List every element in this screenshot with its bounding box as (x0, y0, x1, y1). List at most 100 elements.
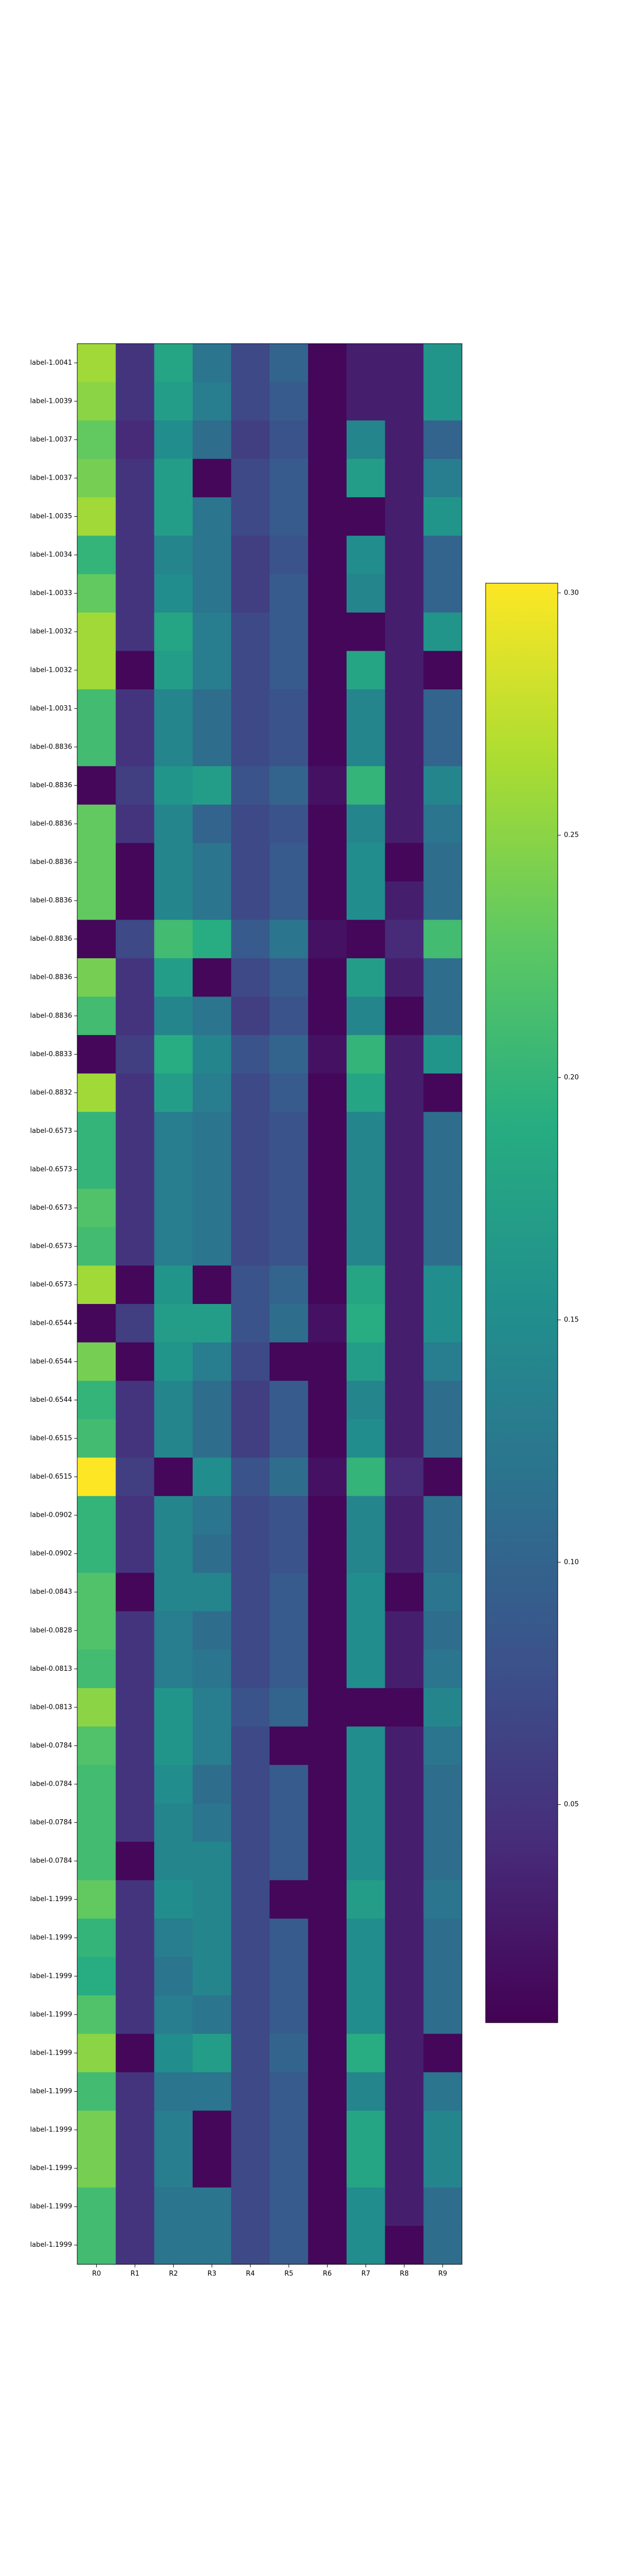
heatmap-cell (115, 1073, 154, 1112)
heatmap-cell (346, 1073, 386, 1112)
heatmap-cell (154, 612, 193, 652)
heatmap-cell (115, 1496, 154, 1535)
heatmap-cell (308, 1035, 347, 1074)
heatmap-cell (154, 1496, 193, 1535)
heatmap-cell (115, 497, 154, 536)
heatmap-cell (423, 1150, 462, 1189)
heatmap-cell (231, 843, 270, 882)
heatmap-cell (308, 2187, 347, 2227)
heatmap-cell (269, 1496, 308, 1535)
heatmap-cell (154, 2072, 193, 2111)
y-tick-label: label-0.8836 (30, 974, 72, 981)
heatmap-cell (346, 344, 386, 383)
heatmap-cell (423, 1265, 462, 1304)
heatmap-cell (308, 1995, 347, 2035)
heatmap-cell (385, 881, 424, 920)
heatmap-cell (308, 1227, 347, 1266)
x-tick-label: R8 (400, 2270, 408, 2278)
heatmap-cell (269, 1650, 308, 1689)
heatmap-cell (77, 1496, 116, 1535)
heatmap-cell (115, 1227, 154, 1266)
heatmap-cell (231, 1381, 270, 1420)
y-tick-label: label-0.0813 (30, 1665, 72, 1673)
heatmap-cell (115, 612, 154, 652)
heatmap-cell (115, 1726, 154, 1766)
heatmap-cell (269, 1381, 308, 1420)
heatmap-cell (423, 1342, 462, 1381)
heatmap-cell (385, 1265, 424, 1304)
heatmap-cell (385, 420, 424, 460)
heatmap-cell (308, 1458, 347, 1497)
heatmap-cell (115, 1381, 154, 1420)
heatmap-cell (231, 1112, 270, 1151)
heatmap-cell (269, 574, 308, 613)
x-tick-label: R6 (323, 2270, 332, 2278)
heatmap-cell (193, 1265, 232, 1304)
heatmap-cell (269, 1957, 308, 1996)
heatmap-cell (77, 1803, 116, 1842)
heatmap-cell (346, 766, 386, 805)
heatmap-cell (154, 2149, 193, 2188)
heatmap-cell (308, 2149, 347, 2188)
heatmap-cell (346, 2033, 386, 2073)
heatmap-cell (346, 1496, 386, 1535)
heatmap-cell (423, 1419, 462, 1458)
heatmap-cell (77, 881, 116, 920)
heatmap-cell (231, 612, 270, 652)
heatmap-cell (231, 727, 270, 767)
heatmap-cell (115, 1995, 154, 2035)
y-tick-label: label-0.0784 (30, 1857, 72, 1865)
heatmap-cell (154, 1765, 193, 1804)
heatmap-cell (269, 459, 308, 498)
heatmap-cell (154, 574, 193, 613)
heatmap-cell (193, 1611, 232, 1650)
heatmap-cell (308, 2072, 347, 2111)
y-tick-label: label-1.0032 (30, 628, 72, 636)
heatmap-cell (77, 382, 116, 421)
heatmap-cell (115, 689, 154, 728)
heatmap-cell (154, 1227, 193, 1266)
heatmap-cell (231, 1035, 270, 1074)
heatmap-cell (423, 1803, 462, 1842)
heatmap-cell (269, 1572, 308, 1612)
heatmap-cell (346, 1572, 386, 1612)
heatmap-cell (269, 1342, 308, 1381)
heatmap-cell (231, 1419, 270, 1458)
heatmap-cell (269, 1035, 308, 1074)
heatmap-cell (231, 2072, 270, 2111)
heatmap-cell (115, 1534, 154, 1573)
heatmap-cell (423, 689, 462, 728)
heatmap-cell (231, 1803, 270, 1842)
heatmap-cell (269, 2187, 308, 2227)
y-tick-label: label-0.6573 (30, 1204, 72, 1212)
heatmap-cell (423, 574, 462, 613)
heatmap-cell (154, 1150, 193, 1189)
heatmap-cell (77, 2110, 116, 2149)
heatmap-cell (385, 344, 424, 383)
heatmap-cell (423, 497, 462, 536)
heatmap-cell (193, 1189, 232, 1228)
heatmap-cell (308, 1265, 347, 1304)
heatmap-cell (423, 2033, 462, 2073)
heatmap-cell (346, 804, 386, 843)
y-tick-label: label-1.0039 (30, 397, 72, 405)
heatmap-cell (77, 2226, 116, 2265)
heatmap-cell (193, 420, 232, 460)
heatmap-cell (115, 1688, 154, 1727)
heatmap-cell (269, 1304, 308, 1343)
heatmap-cell (193, 843, 232, 882)
heatmap-cell (115, 1189, 154, 1228)
heatmap-cell (423, 2149, 462, 2188)
y-tick-label: label-0.6515 (30, 1434, 72, 1442)
heatmap-cell (193, 1342, 232, 1381)
heatmap-cell (269, 1534, 308, 1573)
heatmap-cell (385, 1841, 424, 1880)
heatmap-cell (385, 612, 424, 652)
heatmap-cell (115, 1112, 154, 1151)
y-tick-label: label-0.0902 (30, 1550, 72, 1557)
heatmap-cell (231, 766, 270, 805)
heatmap-cell (154, 1650, 193, 1689)
heatmap-cell (193, 2187, 232, 2227)
heatmap-cell (77, 2149, 116, 2188)
y-tick-label: label-1.1999 (30, 2088, 72, 2095)
